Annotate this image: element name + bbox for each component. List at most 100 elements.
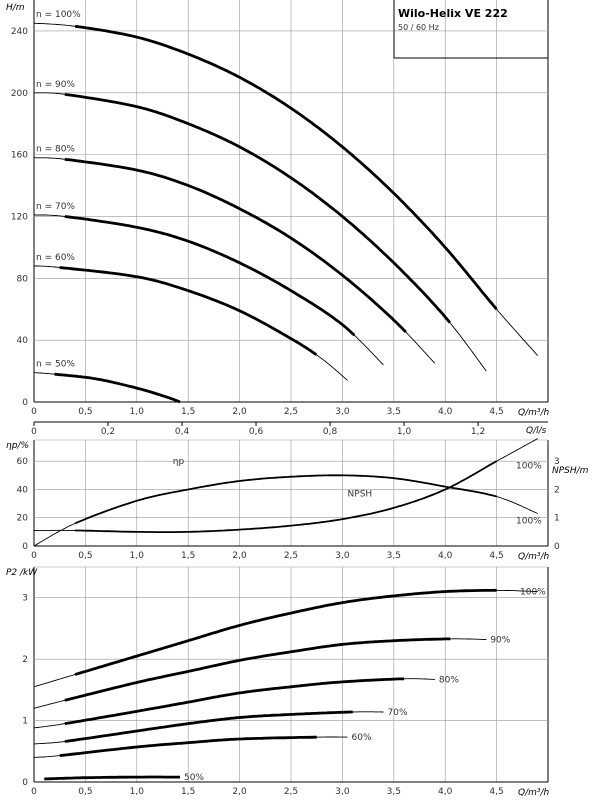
panel-power-ytick-label: 2 [22,655,28,665]
panel-head-xtick-label: 4,5 [489,407,503,417]
panel-efficiency-npsh-xtick-label: 2,0 [232,551,247,561]
panel-head-xlabel: Q/m³/h [518,408,550,418]
panel-power-xtick-label: 3,0 [335,787,350,797]
panel-power-series-1 [33,637,487,709]
panel-power-series-0-label: 100% [520,588,546,598]
panel-head-xlabel2: Q/l/s [526,426,547,436]
panel-head-series-4-label: n = 60% [36,253,75,263]
panel-efficiency-npsh-xtick-label: 1,0 [130,551,145,561]
panel-efficiency-npsh-ytick2-label: 1 [554,514,560,524]
panel-power-series-3-operating-range [64,710,353,743]
panel-efficiency-npsh-xtick-label: 1,5 [181,551,195,561]
panel-power-series-0 [33,588,538,688]
panel-head-ytick-label: 200 [11,89,28,99]
panel-efficiency-npsh-xtick-label: 3,5 [387,551,401,561]
panel-head-series-5 [33,372,181,404]
panel-head-xtick2-label: 0,8 [323,427,338,437]
panel-power-series-4 [34,735,348,758]
panel-power-series-4-operating-range [59,735,317,757]
panel-head-series-1 [34,92,487,372]
panel-power-xtick-label: 2,5 [284,787,298,797]
panel-power-series-1-label: 90% [490,635,510,645]
panel-efficiency-npsh-xlabel: Q/m³/h [518,552,550,562]
panel-efficiency-npsh-xtick-label: 4,5 [489,551,503,561]
panel-head-ytick-label: 120 [11,212,28,222]
panel-head-xtick2-label: 0 [31,427,37,437]
panel-power-series-4-label: 60% [352,733,372,743]
panel-head-xtick-label: 3,5 [387,407,401,417]
panel-head-series-1-label: n = 90% [36,80,75,90]
title-box: Wilo-Helix VE 222 50 / 60 Hz [393,0,548,59]
panel-head-series-0 [33,22,539,356]
panel-head-grid [33,0,549,426]
panel-head-series-5-operating-range [54,372,181,404]
panel-efficiency-npsh-xtick-label: 4,0 [438,551,453,561]
panel-power-ytick-label: 3 [22,594,28,604]
panel-power-xtick-label: 3,5 [387,787,401,797]
panel-head-xtick2-label: 0,6 [249,427,264,437]
panel-head-ytick-label: 0 [22,398,28,408]
panel-efficiency-npsh-series-1 [34,438,538,533]
panel-head-xtick-label: 0 [31,407,37,417]
panel-efficiency-npsh-ylabel: ηp/% [6,441,29,451]
panel-power-series-2 [33,677,435,729]
panel-head-series-3 [34,214,384,366]
panel-head-xtick-label: 0,5 [78,407,92,417]
panel-head-ytick-label: 160 [11,151,28,161]
panel-power-xtick-label: 1,5 [181,787,195,797]
panel-head-series-0-line [33,22,539,356]
panel-head-series-4-line [33,265,348,381]
panel-head-xtick2-label: 1,2 [471,427,485,437]
panel-head-series-2-operating-range [64,157,407,333]
panel-head-series-0-label: n = 100% [36,10,81,20]
text-layer: 0 0,5 1,0 1,5 2,0 2,5 3,0 3,5 4,0 4,5040801201602… [6,3,589,798]
panel-head-xtick2-label: 0,4 [175,427,190,437]
panel-power-series-3-label: 70% [388,708,408,718]
panel-head-series-4-operating-range [59,266,318,356]
panel-power-series-1-operating-range [64,637,451,702]
panel-head-series-2 [34,157,436,364]
panel-power-xtick-label: 1,0 [130,787,145,797]
panel-power-xtick-label: 2,0 [232,787,247,797]
panel-head-xtick-label: 1,0 [130,407,145,417]
panel-head-series-2-label: n = 80% [36,145,75,155]
panel-power-series-3 [34,710,384,745]
panel-head-series-5-line [33,372,181,403]
panel-efficiency-npsh-grid [33,439,549,547]
panel-head-series-1-operating-range [64,92,451,324]
panel-efficiency-npsh-xtick-label: 0 [31,551,37,561]
panel-efficiency-npsh-series-0-label: ηp [173,457,185,467]
panel-efficiency-npsh-ytick2-label: 0 [554,542,560,552]
panel-head-series-4 [33,265,348,381]
panel-head-series-3-label: n = 70% [36,202,75,212]
panel-power-series-1-line [33,638,487,709]
panel-efficiency-npsh-series-0 [33,474,538,547]
panel-efficiency-npsh-series-1-label: NPSH [348,490,373,500]
panel-power-ytick-label: 0 [22,778,28,788]
panel-efficiency-npsh-series-1-operating-range [75,460,498,533]
panel-power-series-5-operating-range [44,775,180,781]
panel-head-series-0-operating-range [74,24,498,311]
panel-head-series-3-operating-range [64,215,356,337]
panel-power-ytick-label: 1 [22,717,28,727]
panel-power-series-0-operating-range [74,588,497,676]
panel-efficiency-npsh-xtick-label: 0,5 [78,551,92,561]
panel-head-ylabel: H/m [6,3,25,13]
panel-head-xtick-label: 2,0 [232,407,247,417]
panel-efficiency-npsh-ytick2-label: 3 [554,457,560,467]
panel-power-series-2-label: 80% [439,675,459,685]
panel-head-ytick-label: 40 [17,336,29,346]
panel-head-xtick-label: 4,0 [438,407,453,417]
panel-power-xtick-label: 0,5 [78,787,92,797]
panel-head-xtick-label: 3,0 [335,407,350,417]
panel-efficiency-npsh-xtick-label: 2,5 [284,551,298,561]
panel-efficiency-npsh-ytick2-label: 2 [554,485,560,495]
panel-power-xtick-label: 4,5 [489,787,503,797]
panel-head-series-5-label: n = 50% [36,360,75,370]
panel-efficiency-npsh-ytick-label: 20 [17,514,29,524]
panel-efficiency-npsh-xtick-label: 3,0 [335,551,350,561]
curve-layer [33,22,539,781]
chart-title: Wilo-Helix VE 222 [398,7,508,20]
panel-power-series-5-label: 50% [184,773,204,783]
